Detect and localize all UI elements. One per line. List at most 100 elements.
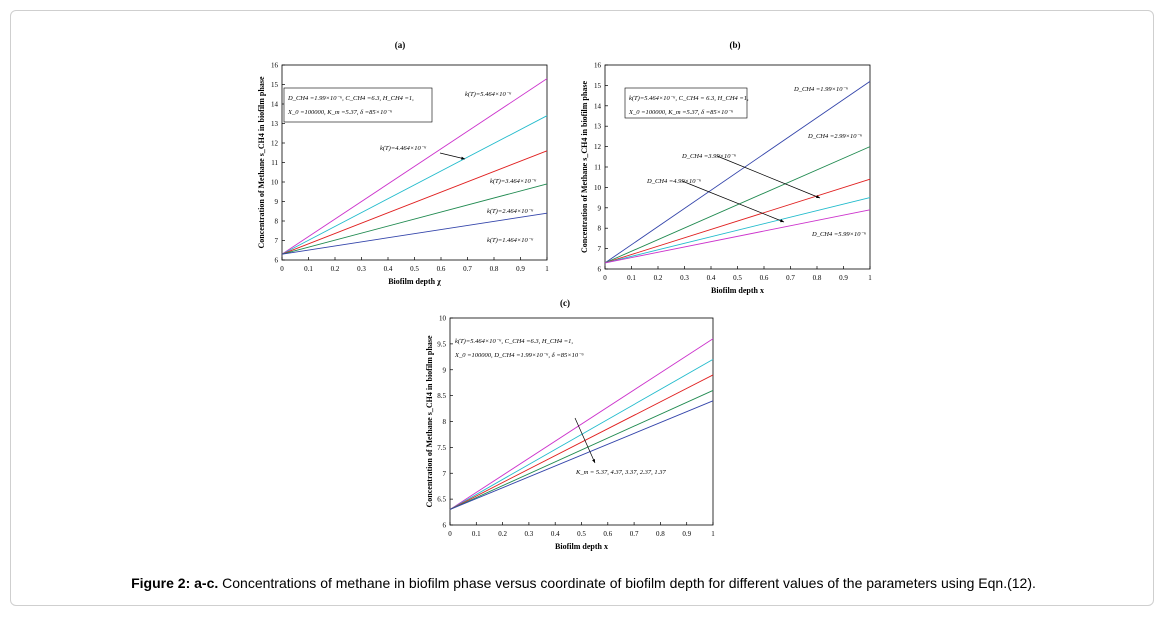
y-tick-label: 6 [275, 257, 279, 265]
series-label-2: D_CH4 =2.99×10⁻⁶ [807, 133, 863, 140]
parameter-line-2: X_0 =100000, K_m =5.37, δ =85×10⁻⁶ [287, 109, 393, 116]
annotation-arrowhead [780, 219, 784, 223]
x-tick-label: 0.7 [463, 265, 472, 273]
x-tick-label: 0.3 [357, 265, 366, 273]
y-tick-label: 10 [439, 315, 447, 323]
parameter-line-2: X_0 =100000, D_CH4 =1.99×10⁻⁶, δ =85×10⁻… [454, 352, 585, 359]
series-line-1 [449, 338, 714, 510]
y-tick-label: 6 [443, 522, 447, 530]
series-label-5: k(T)=1.464×10⁻⁶ [487, 237, 534, 244]
series-line-1 [604, 80, 871, 264]
y-tick-label: 12 [271, 140, 279, 148]
figure-caption: Figure 2: a-c. Concentrations of methane… [0, 575, 1167, 591]
y-tick-label: 16 [594, 62, 602, 70]
x-tick-label: 0 [603, 274, 607, 282]
parameter-box [283, 87, 433, 123]
y-tick-label: 6 [598, 266, 602, 274]
y-tick-label: 10 [594, 184, 602, 192]
y-tick-label: 7 [598, 245, 602, 253]
x-axis-label: Biofilm depth χ [388, 277, 441, 286]
y-tick-label: 7.5 [437, 444, 446, 452]
parameter-box [624, 87, 748, 119]
series-line-4 [604, 197, 871, 264]
x-tick-label: 0.8 [490, 265, 499, 273]
panel-label: (b) [730, 40, 741, 50]
chart-c-svg: (c) 0 0.1 0.2 0.3 0.4 0.5 0.6 0.7 0.8 0.9 1 6 6.5 7 7.5… [425, 298, 715, 551]
series-line-5 [281, 212, 548, 255]
x-tick-label: 0.5 [410, 265, 419, 273]
y-axis-label: Concentration of Methane s_CH4 in biofil… [257, 76, 266, 248]
y-tick-label: 16 [271, 62, 279, 70]
y-tick-label: 9 [598, 204, 602, 212]
y-tick-label: 7 [275, 237, 279, 245]
y-tick-label: 14 [271, 101, 279, 109]
series-line-3 [449, 374, 714, 510]
x-tick-label: 0.7 [630, 530, 639, 538]
x-tick-label: 1 [868, 274, 872, 282]
chart-b-svg: (b)0 0.1 0.2 0.3 0.4 0.5 0.6 0.7 0.8 0.9 167891011… [580, 40, 872, 295]
series-label-3: k(T)=3.464×10⁻⁶ [490, 178, 537, 185]
x-tick-label: 0.9 [682, 530, 691, 538]
y-tick-label: 9 [443, 366, 447, 374]
chart-a-svg: (a)0 0.1 0.2 0.3 0.4 0.5 0.6 0.7 0.8 0.9 167891011… [257, 40, 549, 286]
series-line-3 [604, 178, 871, 264]
series-line-3 [281, 150, 548, 255]
x-tick-label: 1 [711, 530, 715, 538]
y-tick-label: 12 [594, 143, 602, 151]
x-tick-label: 0.9 [839, 274, 848, 282]
x-tick-label: 0.2 [498, 530, 507, 538]
parameter-line-2: X_0 =100000, K_m =5.37, δ =85×10⁻⁶ [628, 109, 734, 116]
parameter-line-1: k(T)=5.464×10⁻⁶, C_CH4 = 6.3, H_CH4 =1, [629, 95, 749, 102]
y-tick-label: 8.5 [437, 392, 446, 400]
series-line-4 [449, 390, 714, 510]
series-line-2 [449, 359, 714, 510]
series-line-4 [281, 183, 548, 255]
series-label-1: D_CH4 =1.99×10⁻⁶ [793, 86, 849, 93]
y-tick-label: 8 [443, 418, 447, 426]
annotation-arrowhead [816, 195, 820, 199]
series-line-5 [604, 209, 871, 264]
caption-lead: Figure 2: a-c. [131, 575, 219, 591]
x-axis-label: Biofilm depth x [555, 542, 608, 551]
y-tick-label: 11 [271, 159, 278, 167]
y-tick-label: 11 [594, 164, 601, 172]
parameter-line-1: D_CH4 =1.99×10⁻⁶, C_CH4 =6.3, H_CH4 =1, [287, 95, 414, 102]
x-tick-label: 0.9 [516, 265, 525, 273]
y-tick-label: 10 [271, 179, 279, 187]
series-label-2: k(T)=4.464×10⁻⁶ [380, 145, 427, 152]
y-tick-label: 15 [271, 81, 279, 89]
x-tick-label: 0.1 [627, 274, 636, 282]
parameter-line-1: k(T)=5.464×10⁻⁶, C_CH4 =6.3, H_CH4 =1, [455, 338, 573, 345]
annotation-arrow [439, 152, 466, 160]
y-tick-label: 15 [594, 82, 602, 90]
caption-text: Concentrations of methane in biofilm pha… [222, 575, 1036, 591]
x-tick-label: 0.6 [437, 265, 446, 273]
x-tick-label: 0.8 [813, 274, 822, 282]
x-tick-label: 0.6 [603, 530, 612, 538]
annotation-arrowhead [592, 459, 595, 463]
series-label-4: k(T)=2.464×10⁻⁶ [487, 208, 534, 215]
x-tick-label: 0 [280, 265, 284, 273]
x-tick-label: 0.6 [760, 274, 769, 282]
figure-frame [10, 10, 1154, 606]
curve-label: K_m = 5.37, 4.37, 3.37, 2.37, 1.37 [575, 469, 667, 476]
annotation-arrow [681, 180, 785, 223]
chart-panel-a: (a) 0 0.1 0.2 0.3 0.4 0.5 0.6 0.7 0.8 0.9 1 6 7 8 9 10 11… [250, 38, 570, 293]
panel-label: (a) [395, 40, 406, 50]
x-tick-label: 0.1 [304, 265, 313, 273]
x-tick-label: 0.2 [331, 265, 340, 273]
y-tick-label: 8 [598, 225, 602, 233]
x-tick-label: 0.7 [786, 274, 795, 282]
x-tick-label: 0.3 [680, 274, 689, 282]
annotation-arrow [574, 417, 596, 464]
series-line-1 [281, 78, 548, 255]
x-tick-label: 0.3 [525, 530, 534, 538]
y-tick-label: 6.5 [437, 496, 446, 504]
y-tick-label: 9.5 [437, 340, 446, 348]
panel-label: (c) [560, 298, 570, 308]
y-axis-label: Concentration of Methane s_CH4 in biofil… [580, 81, 589, 253]
series-label-5: D_CH4 =5.99×10⁻⁶ [811, 231, 867, 238]
y-tick-label: 9 [275, 198, 279, 206]
chart-panel-c: (c) 0 0.1 0.2 0.3 0.4 0.5 0.6 0.7 0.8 0.9 1 6 6.5 7 7.5… [410, 298, 730, 553]
x-tick-label: 1 [545, 265, 549, 273]
